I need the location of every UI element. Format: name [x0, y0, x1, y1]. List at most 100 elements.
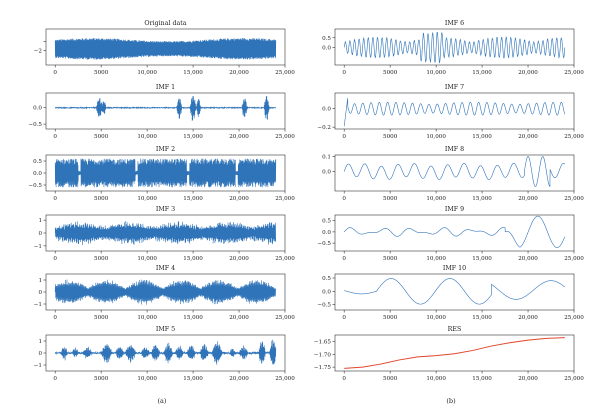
xtick-label-imf5-3: 15,000	[183, 376, 203, 382]
xtick-label-imf3-4: 20,000	[229, 256, 249, 262]
series-line-imf9	[343, 215, 566, 248]
panel-title-imf3: IMF 3	[156, 206, 175, 213]
ytick-label-imf5-1: 0	[38, 351, 42, 357]
panel-imf10: IMF 10 0 5000 10,000 15,000 20,000 25,000 0.5 0.…	[317, 265, 584, 321]
xtick-label-imf1-4: 20,000	[229, 134, 249, 140]
ytick-label-imf10-0: 0.5	[322, 276, 331, 282]
ytick-label-imf2-1: 0.0	[33, 171, 42, 177]
axes-frame-imf10	[334, 273, 575, 311]
panel-title-imf7: IMF 7	[445, 84, 464, 91]
ytick-label-imf5-2: −1	[34, 363, 42, 369]
xtick-label-imf2-4: 20,000	[229, 196, 249, 202]
ytick-label-imf1-1: −0.5	[28, 122, 42, 128]
panel-imf1: IMF 1 0 5000 10,000 15,000 20,000 25,000 0.0 −0.…	[28, 84, 295, 140]
xtick-label-res-0: 0	[342, 376, 346, 382]
ytick-label-imf9-0: 0.5	[322, 219, 331, 225]
xtick-label-imf3-3: 15,000	[183, 256, 203, 262]
panel-imf7: IMF 7 0 5000 10,000 15,000 20,000 25,000 0.0 −0.…	[317, 84, 584, 140]
xtick-label-imf7-4: 20,000	[518, 134, 538, 140]
xtick-label-imf9-0: 0	[342, 256, 346, 262]
xtick-label-imf4-2: 10,000	[137, 315, 157, 321]
ytick-label-imf1-0: 0.0	[33, 106, 42, 112]
series-line-imf2	[54, 158, 277, 188]
panel-title-imf6: IMF 6	[445, 20, 464, 27]
xtick-label-imf10-4: 20,000	[518, 315, 538, 321]
series-line-res	[344, 337, 565, 369]
ytick-label-imf4-1: 0	[38, 290, 42, 296]
xtick-label-imf1-3: 15,000	[183, 134, 203, 140]
xtick-label-imf5-2: 10,000	[137, 376, 157, 382]
xtick-label-imf2-5: 25,000	[275, 196, 295, 202]
xtick-label-imf1-0: 0	[53, 134, 57, 140]
series-line-orig	[54, 38, 277, 60]
xtick-label-imf5-4: 20,000	[229, 376, 249, 382]
panel-imf8: IMF 8 0 5000 10,000 15,000 20,000 25,000 0.1 0.0	[322, 146, 584, 202]
panel-imf4: IMF 4 0 5000 10,000 15,000 20,000 25,000 1 0 −1	[34, 265, 295, 321]
xtick-label-imf8-5: 25,000	[564, 196, 584, 202]
panel-title-imf4: IMF 4	[156, 265, 175, 272]
xtick-label-orig-2: 10,000	[137, 70, 157, 76]
series-line-imf6	[343, 31, 566, 64]
xtick-label-imf1-1: 5000	[94, 134, 109, 140]
panel-title-imf1: IMF 1	[156, 84, 175, 91]
ytick-label-imf6-1: 0.0	[322, 45, 331, 51]
panel-imf9: IMF 9 0 5000 10,000 15,000 20,000 25,000 0.5 0.0…	[317, 206, 584, 262]
axes-frame-imf9	[334, 214, 575, 252]
ytick-label-imf10-1: 0.0	[322, 289, 331, 295]
panel-imf3: IMF 3 0 5000 10,000 15,000 20,000 25,000 1 0 −1	[34, 206, 295, 262]
xtick-label-imf8-2: 10,000	[426, 196, 446, 202]
xtick-label-imf8-3: 15,000	[472, 196, 492, 202]
ytick-label-imf7-0: 0.0	[322, 107, 331, 113]
panel-title-res: RES	[448, 326, 462, 333]
ytick-label-imf8-0: 0.1	[322, 155, 331, 161]
caption-b: (b)	[446, 397, 456, 405]
xtick-label-imf8-1: 5000	[383, 196, 398, 202]
xtick-label-imf4-3: 15,000	[183, 315, 203, 321]
xtick-label-orig-5: 25,000	[275, 70, 295, 76]
axes-frame-imf6	[334, 28, 575, 66]
series-line-imf7	[343, 98, 566, 127]
ytick-label-imf3-1: 0	[38, 231, 42, 237]
xtick-label-imf7-0: 0	[342, 134, 346, 140]
xtick-label-imf4-1: 5000	[94, 315, 109, 321]
xtick-label-imf6-1: 5000	[383, 70, 398, 76]
xtick-label-imf4-0: 0	[53, 315, 57, 321]
ytick-label-imf4-2: −1	[34, 302, 42, 308]
xtick-label-imf9-3: 15,000	[472, 256, 492, 262]
ytick-label-orig-0: −2	[34, 49, 43, 55]
series-line-imf1	[54, 96, 277, 121]
xtick-label-imf9-1: 5000	[383, 256, 398, 262]
xtick-label-imf5-1: 5000	[94, 376, 109, 382]
xtick-label-imf9-4: 20,000	[518, 256, 538, 262]
xtick-label-imf2-3: 15,000	[183, 196, 203, 202]
ytick-label-imf10-2: −0.5	[317, 303, 331, 309]
xtick-label-imf6-4: 20,000	[518, 70, 538, 76]
axes-frame-imf7	[334, 92, 575, 130]
axes-frame-imf8	[334, 154, 575, 192]
xtick-label-imf6-5: 25,000	[564, 70, 584, 76]
series-line-imf10	[344, 278, 565, 305]
panel-res: RES 0 5000 10,000 15,000 20,000 25,000 −1.65 −1.…	[314, 326, 584, 382]
xtick-label-imf7-5: 25,000	[564, 134, 584, 140]
xtick-label-res-2: 10,000	[426, 376, 446, 382]
axes-frame-imf1	[45, 92, 286, 130]
ytick-label-imf7-1: −0.2	[317, 125, 331, 131]
xtick-label-imf6-2: 10,000	[426, 70, 446, 76]
panel-title-imf9: IMF 9	[445, 206, 464, 213]
series-line-imf5	[54, 339, 277, 365]
xtick-label-imf3-0: 0	[53, 256, 57, 262]
ytick-label-imf2-2: −0.5	[28, 183, 42, 189]
ytick-label-imf9-1: 0.0	[322, 230, 331, 236]
xtick-label-imf3-5: 25,000	[275, 256, 295, 262]
panel-title-imf5: IMF 5	[156, 326, 175, 333]
xtick-label-imf9-5: 25,000	[564, 256, 584, 262]
ytick-label-imf6-0: 0.5	[322, 36, 331, 42]
xtick-label-imf1-5: 25,000	[275, 134, 295, 140]
xtick-label-imf6-3: 15,000	[472, 70, 492, 76]
xtick-label-res-4: 20,000	[518, 376, 538, 382]
panel-title-imf8: IMF 8	[445, 146, 464, 153]
xtick-label-imf7-1: 5000	[383, 134, 398, 140]
panel-title-imf2: IMF 2	[156, 146, 175, 153]
xtick-label-imf3-1: 5000	[94, 256, 109, 262]
